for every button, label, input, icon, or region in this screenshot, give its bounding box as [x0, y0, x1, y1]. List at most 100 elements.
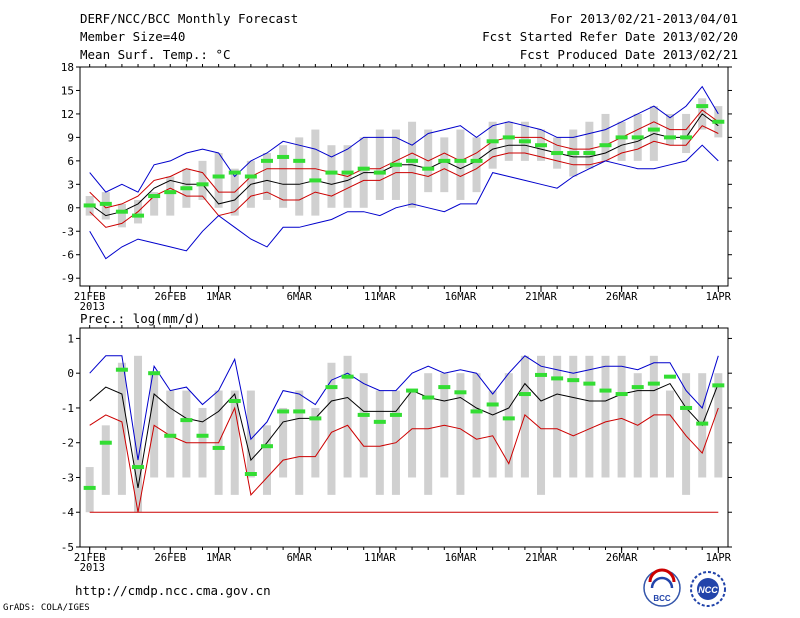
footer-url[interactable]: http://cmdp.ncc.cma.gov.cn [75, 583, 271, 598]
series-line-upper [89, 109, 719, 209]
spread-box [504, 121, 513, 161]
forecast-produced-date: Fcst Produced Date 2013/02/21 [519, 47, 738, 62]
y-tick-label: 15 [61, 84, 74, 97]
observation-marker [228, 170, 241, 175]
precip-panel-label: Prec.: log(mm/d) [80, 311, 201, 326]
observation-marker [615, 135, 628, 140]
spread-box [665, 390, 674, 478]
spread-box [262, 425, 271, 495]
observation-marker [502, 416, 515, 421]
observation-marker [115, 367, 128, 372]
x-tick-label: 16MAR [445, 552, 477, 564]
y-tick-label: 12 [61, 108, 74, 121]
x-tick-label: 1APR [706, 291, 732, 303]
observation-marker [180, 418, 193, 423]
x-tick-label: 21MAR [525, 291, 557, 303]
spread-box [117, 203, 126, 228]
spread-box [585, 355, 594, 478]
x-tick-label: 26FEB [154, 291, 186, 303]
observation-marker [260, 158, 273, 163]
spread-box [682, 373, 691, 495]
observation-marker [502, 135, 515, 140]
observation-marker [696, 104, 709, 109]
observation-marker [83, 203, 96, 208]
observation-marker [389, 412, 402, 417]
spread-box [279, 407, 288, 478]
observation-marker [680, 135, 693, 140]
observation-marker [212, 174, 225, 179]
x-tick-label: 1MAR [206, 291, 232, 303]
observation-marker [357, 412, 370, 417]
observation-marker [599, 143, 612, 148]
variable-label: Mean Surf. Temp.: °C [80, 47, 231, 62]
spread-box [101, 425, 110, 495]
spread-box [134, 355, 143, 513]
observation-marker [148, 371, 161, 376]
spread-box [327, 362, 336, 495]
observation-marker [551, 376, 564, 381]
spread-box [601, 113, 610, 161]
observation-marker [115, 209, 128, 214]
chart-title: DERF/NCC/BCC Monthly Forecast [80, 11, 299, 26]
observation-marker [373, 170, 386, 175]
spread-box [279, 145, 288, 208]
spread-box [617, 355, 626, 478]
observation-marker [567, 378, 580, 383]
observation-marker [470, 158, 483, 163]
x-tick-label: 6MAR [287, 552, 313, 564]
observation-marker [567, 151, 580, 156]
observation-marker [696, 421, 709, 426]
observation-marker [244, 472, 257, 476]
spread-box [262, 153, 271, 200]
spread-box [472, 373, 481, 478]
observation-marker [438, 158, 451, 163]
observation-marker [663, 135, 676, 140]
y-tick-label: 9 [67, 131, 74, 144]
grads-credit: GrADS: COLA/IGES [3, 603, 90, 613]
spread-box [424, 373, 433, 495]
observation-marker [99, 440, 112, 445]
spread-box [343, 355, 352, 478]
series-line-mean [89, 113, 719, 217]
series-line-lower [89, 406, 719, 513]
observation-marker [551, 151, 564, 156]
observation-marker [712, 119, 725, 124]
observation-marker [373, 419, 386, 424]
spread-box [617, 121, 626, 161]
observation-marker [212, 445, 225, 450]
y-tick-label: 18 [61, 61, 74, 74]
spread-box [714, 373, 723, 478]
spread-box [295, 137, 304, 216]
spread-box [488, 390, 497, 478]
observation-marker [293, 409, 306, 414]
member-size: Member Size=40 [80, 29, 186, 44]
observation-marker [486, 402, 499, 407]
x-tick-label: 11MAR [364, 291, 396, 303]
observation-marker [470, 409, 483, 414]
observation-marker [244, 174, 257, 179]
spread-box [569, 355, 578, 478]
observation-marker [132, 465, 145, 470]
observation-marker [341, 170, 354, 175]
observation-marker [389, 162, 402, 167]
observation-marker [164, 190, 177, 195]
observation-marker [228, 399, 241, 403]
spread-box [440, 137, 449, 193]
y-tick-label: 1 [67, 332, 74, 345]
bcc-logo-text: BCC [653, 594, 671, 603]
observation-marker [663, 374, 676, 379]
observation-marker [422, 395, 435, 400]
spread-box [375, 129, 384, 200]
x-tick-label: 26FEB [154, 552, 186, 564]
spread-box [682, 113, 691, 154]
y-tick-label: -6 [61, 249, 74, 262]
y-tick-label: -2 [61, 437, 74, 450]
x-tick-label: 26MAR [606, 291, 638, 303]
spread-box [472, 137, 481, 193]
plot-frame [79, 66, 729, 287]
observation-marker [180, 186, 193, 191]
observation-marker [341, 374, 354, 379]
y-tick-label: -3 [61, 225, 74, 238]
observation-marker [438, 385, 451, 390]
x-tick-label: 6MAR [287, 291, 313, 303]
